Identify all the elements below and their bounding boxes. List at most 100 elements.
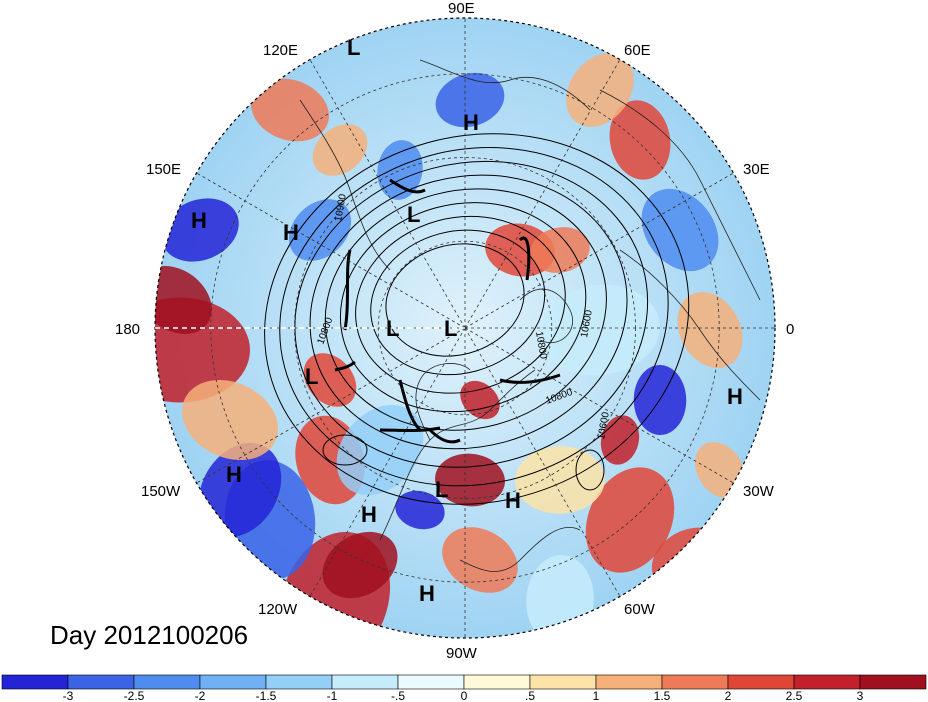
pressure-center: L xyxy=(444,316,457,341)
colorbar-tick-label: -1 xyxy=(327,689,338,702)
colorbar-swatch xyxy=(727,674,795,690)
longitude-labels: 90E 60E 30E 0 30W 60W 90W 120W 150W 180 … xyxy=(115,0,794,662)
lon-label-60e: 60E xyxy=(624,42,651,59)
lon-label-120w: 120W xyxy=(258,601,298,618)
colorbar-swatch xyxy=(463,674,531,690)
anomaly-patch xyxy=(161,198,239,262)
jet-contour xyxy=(499,373,561,384)
anomaly-patch xyxy=(251,78,329,142)
colorbar-swatch xyxy=(529,674,597,690)
contour-label: 10800 xyxy=(533,331,549,361)
colorbar-swatch xyxy=(67,674,135,690)
anomaly-patch xyxy=(312,124,368,176)
coastline xyxy=(299,99,391,271)
lon-label-0: 0 xyxy=(786,321,794,338)
jet-contours xyxy=(334,178,561,444)
pressure-center: H xyxy=(727,384,743,409)
pressure-center: L xyxy=(435,477,448,502)
coastline xyxy=(419,59,591,111)
anomaly-patch xyxy=(198,442,282,538)
colorbar-tick-label: 2 xyxy=(725,689,732,702)
colorbar-swatch xyxy=(661,674,729,690)
height-contours xyxy=(264,133,690,505)
colorbar-swatch xyxy=(331,674,399,690)
pressure-center: L xyxy=(305,364,318,389)
meridian-line xyxy=(309,327,466,597)
pressure-center: L xyxy=(347,35,360,60)
colorbar-swatch xyxy=(1,674,69,690)
height-contour xyxy=(575,449,605,491)
colorbar-tick-label: -2.5 xyxy=(124,689,145,702)
pressure-center: H xyxy=(361,502,377,527)
meridian-line xyxy=(309,59,466,329)
height-contour xyxy=(309,174,628,450)
meridian-line xyxy=(196,327,466,484)
anomaly-patch xyxy=(677,291,743,369)
anomaly-patch xyxy=(540,284,660,376)
colorbar-swatch xyxy=(265,674,333,690)
height-contour xyxy=(279,147,669,487)
colorbar-swatch xyxy=(199,674,267,690)
colorbar-swatch xyxy=(595,674,663,690)
pressure-center: L xyxy=(407,202,420,227)
anomaly-patch xyxy=(585,467,675,573)
colorbar-tick-label: 2.5 xyxy=(786,689,803,702)
lon-label-150e: 150E xyxy=(146,161,181,178)
anomaly-patch xyxy=(442,527,518,593)
height-contour xyxy=(322,434,368,466)
anomaly-patch xyxy=(322,531,398,599)
map-disk xyxy=(155,18,775,638)
meridian-line xyxy=(464,59,621,329)
colorbar-swatch xyxy=(397,674,465,690)
lon-label-150w: 150W xyxy=(141,483,181,500)
anomaly-patch xyxy=(155,297,250,403)
jet-contour xyxy=(389,178,426,194)
anomaly-patch xyxy=(530,227,590,273)
colorbar-tick-label: 1 xyxy=(593,689,600,702)
height-contour xyxy=(324,188,607,431)
jet-contour xyxy=(398,379,422,432)
pressure-center: L xyxy=(386,316,399,341)
lon-label-30e: 30E xyxy=(743,161,770,178)
pressure-center: H xyxy=(463,110,479,135)
jet-contour xyxy=(343,249,352,331)
colorbar-tick-label: -3 xyxy=(63,689,74,702)
jet-contour xyxy=(518,236,531,281)
colorbar-tick-label: 1.5 xyxy=(654,689,671,702)
coastline xyxy=(519,288,573,343)
coastline xyxy=(379,369,536,541)
meridian-line xyxy=(464,172,734,329)
meridian-line xyxy=(464,327,621,597)
lon-label-60w: 60W xyxy=(624,601,656,618)
coastlines xyxy=(299,59,761,572)
meridian-line xyxy=(196,172,466,329)
pressure-centers: L H L H H L L L H H L H H H xyxy=(191,35,743,606)
colorbar-tick-label: 3 xyxy=(857,689,864,702)
colorbar-tick-label: -1.5 xyxy=(256,689,277,702)
lon-label-90w: 90W xyxy=(446,645,478,662)
lon-label-90e: 90E xyxy=(448,0,475,17)
height-contour xyxy=(385,243,525,357)
contour-label: 10900 xyxy=(333,193,349,223)
latitude-circle xyxy=(377,240,553,416)
height-contour xyxy=(294,160,649,468)
colorbar-tick-label: -2 xyxy=(195,689,206,702)
pressure-center: H xyxy=(419,581,435,606)
height-contour xyxy=(339,202,587,413)
colorbar-tick-label: -.5 xyxy=(391,689,405,702)
lon-label-180: 180 xyxy=(115,321,140,338)
jet-contour xyxy=(428,428,461,444)
contour-label: 10600 xyxy=(596,411,612,441)
height-contour xyxy=(264,133,690,505)
meridian-line xyxy=(464,327,734,484)
coastline xyxy=(619,249,761,401)
anomaly-patch xyxy=(395,490,445,530)
pressure-center: H xyxy=(283,220,299,245)
anomaly-patch xyxy=(377,140,423,200)
lon-label-120e: 120E xyxy=(263,42,298,59)
colorbar-swatch xyxy=(133,674,201,690)
jet-contour xyxy=(334,360,356,372)
contour-label: 10600 xyxy=(579,309,595,339)
anomaly-patch xyxy=(435,72,505,128)
